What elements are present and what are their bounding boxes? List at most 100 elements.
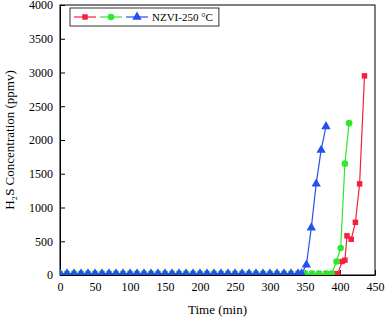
data-layer bbox=[60, 73, 367, 275]
y-tick-mark bbox=[60, 275, 65, 276]
series-line bbox=[60, 127, 326, 274]
y-tick: 4000 bbox=[29, 0, 65, 12]
y-tick-label: 1500 bbox=[29, 167, 53, 181]
series-marker bbox=[216, 268, 225, 275]
y-tick: 1000 bbox=[29, 201, 65, 215]
series-marker bbox=[251, 268, 260, 275]
x-tick-label: 450 bbox=[367, 280, 385, 294]
x-tick-label: 150 bbox=[157, 280, 175, 294]
series-marker bbox=[321, 121, 330, 129]
y-tick-mark bbox=[60, 241, 65, 242]
series-marker bbox=[353, 220, 358, 225]
series-marker bbox=[69, 268, 78, 275]
y-axis-title: H₂S Concentration (ppmv) bbox=[2, 70, 17, 210]
series-marker bbox=[316, 145, 325, 153]
y-tick: 1500 bbox=[29, 167, 65, 181]
series-marker bbox=[160, 268, 169, 275]
series-marker bbox=[146, 268, 155, 275]
x-tick-mark bbox=[375, 270, 376, 275]
series-marker bbox=[111, 268, 120, 275]
y-tick-label: 1000 bbox=[29, 201, 53, 215]
y-tick: 0 bbox=[47, 268, 65, 282]
y-axis: 0 500 1000 1500 2000 2500 3000 3500 4000 bbox=[29, 0, 65, 282]
y-tick: 2500 bbox=[29, 100, 65, 114]
legend-marker bbox=[82, 14, 87, 19]
series-marker bbox=[346, 120, 353, 127]
y-tick-mark bbox=[60, 5, 65, 6]
series-marker bbox=[302, 259, 311, 267]
y-tick-label: 4000 bbox=[29, 0, 53, 12]
series-marker bbox=[342, 160, 349, 167]
y-tick-label: 2500 bbox=[29, 100, 53, 114]
y-tick-label: 2000 bbox=[29, 133, 53, 147]
series-marker bbox=[286, 268, 295, 275]
series-marker bbox=[244, 268, 253, 275]
series-line bbox=[60, 76, 365, 274]
y-tick-mark bbox=[60, 140, 65, 141]
y-tick: 2000 bbox=[29, 133, 65, 147]
plot-frame bbox=[60, 5, 375, 275]
y-tick: 3000 bbox=[29, 66, 65, 80]
series-marker bbox=[316, 270, 323, 275]
y-tick-mark bbox=[60, 106, 65, 107]
series-marker bbox=[97, 268, 106, 275]
series-marker bbox=[312, 178, 321, 186]
series-marker bbox=[342, 257, 347, 262]
series-marker bbox=[174, 268, 183, 275]
y-tick-label: 3500 bbox=[29, 32, 53, 46]
series-marker bbox=[323, 271, 328, 275]
legend-box bbox=[70, 8, 219, 26]
legend: NZVI-250 °C bbox=[70, 8, 219, 26]
series-marker bbox=[188, 268, 197, 275]
y-tick: 500 bbox=[35, 235, 65, 249]
y-tick-mark bbox=[60, 174, 65, 175]
series-marker bbox=[258, 268, 267, 275]
x-tick-label: 300 bbox=[262, 280, 280, 294]
series-marker bbox=[118, 268, 127, 275]
series-marker bbox=[139, 268, 148, 275]
x-axis-title: Time (min) bbox=[188, 302, 247, 317]
y-tick-label: 0 bbox=[47, 268, 53, 282]
y-tick-mark bbox=[60, 39, 65, 40]
series-marker bbox=[104, 268, 113, 275]
series-marker bbox=[362, 73, 367, 78]
legend-item bbox=[100, 14, 122, 21]
series-line bbox=[60, 123, 349, 274]
x-tick-label: 100 bbox=[122, 280, 140, 294]
series-marker bbox=[272, 268, 281, 275]
x-tick-label: 400 bbox=[332, 280, 350, 294]
series-marker bbox=[335, 271, 340, 275]
series-marker bbox=[195, 268, 204, 275]
series-marker bbox=[167, 268, 176, 275]
series-marker bbox=[316, 271, 321, 275]
x-tick-label: 50 bbox=[90, 280, 102, 294]
x-tick-label: 0 bbox=[58, 280, 64, 294]
y-tick-mark bbox=[60, 208, 65, 209]
x-axis-line bbox=[61, 275, 376, 276]
series-marker bbox=[90, 268, 99, 275]
series-marker bbox=[297, 268, 306, 275]
series-marker bbox=[209, 268, 218, 275]
series-marker bbox=[323, 270, 330, 275]
series-marker bbox=[76, 268, 85, 275]
x-tick-label: 350 bbox=[297, 280, 315, 294]
series-marker bbox=[328, 270, 335, 275]
series-marker bbox=[309, 271, 314, 275]
y-tick-mark bbox=[60, 73, 65, 74]
series-marker bbox=[125, 268, 134, 275]
legend-label: NZVI-250 °C bbox=[152, 11, 213, 23]
series-marker bbox=[237, 268, 246, 275]
x-tick-label: 250 bbox=[227, 280, 245, 294]
x-tick: 450 bbox=[367, 270, 385, 294]
y-tick: 3500 bbox=[29, 32, 65, 46]
y-tick-label: 3000 bbox=[29, 66, 53, 80]
chart: 0501001502002503003504004500500100015002… bbox=[0, 0, 385, 324]
plot-area: 0501001502002503003504004500500100015002… bbox=[29, 0, 385, 294]
series-marker bbox=[307, 222, 316, 230]
series-marker bbox=[279, 268, 288, 275]
series-marker bbox=[83, 268, 92, 275]
y-tick-label: 500 bbox=[35, 235, 53, 249]
series-marker bbox=[357, 181, 362, 186]
series-marker bbox=[153, 268, 162, 275]
series-marker bbox=[132, 268, 141, 275]
